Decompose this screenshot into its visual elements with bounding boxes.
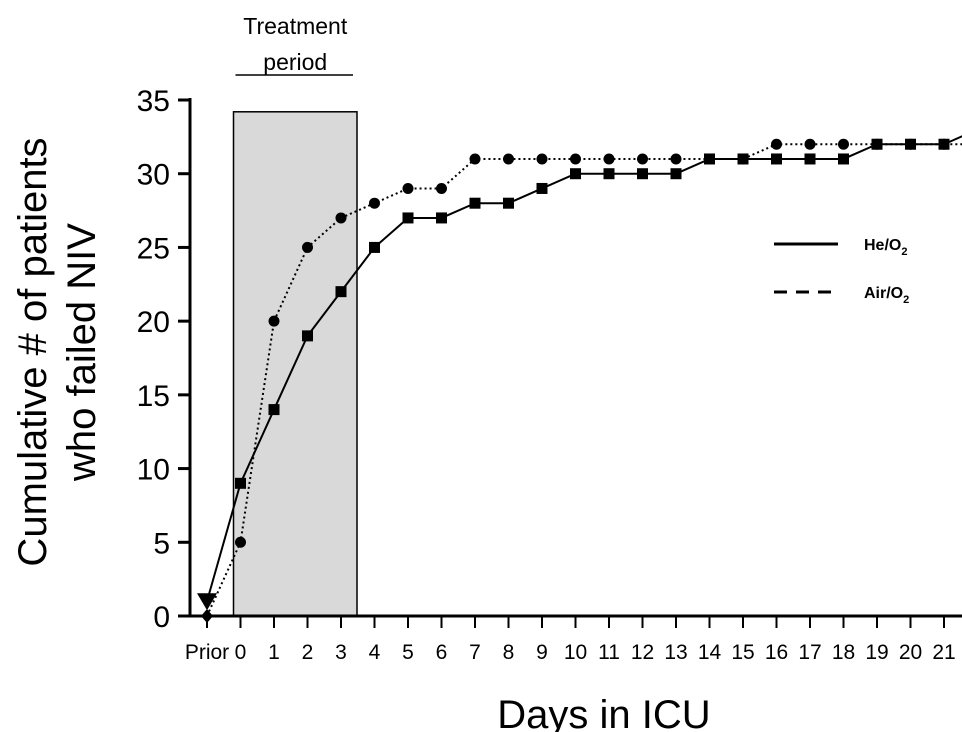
x-tick-label: 5	[402, 641, 414, 664]
legend-label: He/O2	[864, 237, 907, 258]
data-point	[570, 153, 581, 165]
y-tick-label: 5	[153, 527, 170, 560]
x-ticks: Prior01234567891011121314151617181920212…	[185, 616, 956, 664]
data-point	[838, 153, 849, 165]
x-tick-label: 18	[832, 641, 855, 664]
data-point	[771, 153, 782, 165]
data-point	[804, 153, 816, 165]
data-point	[201, 609, 213, 623]
data-point	[436, 212, 447, 224]
x-tick-label: 4	[369, 641, 381, 664]
data-point	[335, 286, 347, 298]
data-point	[436, 182, 447, 194]
legend: He/O2 Air/O2	[774, 237, 909, 306]
x-tick-label: 10	[564, 641, 587, 664]
x-tick-label: 17	[798, 641, 821, 664]
x-tick-label: 6	[436, 641, 448, 664]
x-tick-label: 11	[598, 641, 620, 664]
series-line	[206, 135, 962, 602]
x-tick-label: 13	[664, 641, 687, 664]
legend-label: Air/O2	[864, 285, 909, 306]
x-tick-label: 14	[698, 641, 722, 664]
data-point	[871, 138, 883, 150]
x-tick-label: 0	[235, 641, 247, 664]
y-tick-label: 0	[153, 601, 170, 634]
y-axis-title-line2: who failed NIV	[60, 223, 104, 482]
data-point	[536, 153, 548, 165]
data-point	[469, 197, 481, 209]
data-point	[302, 241, 313, 253]
x-tick-label: 21	[932, 641, 955, 664]
y-tick-label: 15	[137, 380, 170, 413]
data-point	[235, 536, 246, 548]
data-point	[637, 168, 648, 180]
data-point	[838, 138, 849, 150]
series	[197, 135, 962, 623]
data-point	[570, 168, 581, 180]
data-point	[603, 153, 615, 165]
data-point	[369, 197, 380, 209]
treatment-period-label-line1: Treatment	[243, 13, 348, 39]
data-point	[402, 182, 414, 194]
y-ticks: 0 5 10 15 20 25 30 35	[137, 85, 190, 634]
x-tick-label: 7	[469, 641, 481, 664]
x-axis-title: Days in ICU	[497, 693, 710, 732]
x-tick-label: 15	[731, 641, 754, 664]
data-point	[905, 138, 916, 150]
x-tick-label: 12	[631, 641, 654, 664]
y-axis-title: Cumulative # of patients who failed NIV	[11, 137, 104, 566]
x-tick-label: Prior	[185, 641, 229, 664]
data-point	[938, 138, 950, 150]
x-tick-label: 3	[335, 641, 347, 664]
data-point	[503, 197, 514, 209]
data-point	[503, 153, 514, 165]
data-point	[235, 477, 246, 489]
y-tick-label: 20	[137, 306, 170, 339]
data-point	[670, 168, 682, 180]
x-tick-label: 8	[503, 641, 515, 664]
x-tick-label: 19	[865, 641, 888, 664]
data-point	[402, 212, 414, 224]
x-tick-label: 1	[268, 641, 280, 664]
data-point	[268, 404, 280, 416]
data-point	[771, 138, 782, 150]
y-tick-label: 10	[137, 454, 170, 487]
x-tick-label: 20	[899, 641, 922, 664]
data-point	[670, 153, 682, 165]
data-point	[637, 153, 648, 165]
data-point	[335, 212, 347, 224]
x-tick-label: 9	[536, 641, 548, 664]
data-point	[268, 315, 280, 327]
data-point	[197, 593, 217, 611]
y-tick-label: 25	[137, 232, 170, 265]
data-point	[302, 330, 313, 342]
y-axis-title-line1: Cumulative # of patients	[11, 137, 55, 566]
series-air-o2	[201, 138, 962, 623]
y-tick-label: 30	[137, 159, 170, 192]
y-tick-label: 35	[137, 85, 170, 118]
treatment-period-label-line2: period	[263, 49, 327, 75]
data-point	[536, 182, 548, 194]
data-point	[603, 168, 615, 180]
data-point	[804, 138, 816, 150]
x-tick-label: 2	[302, 641, 314, 664]
data-point	[704, 153, 715, 165]
data-point	[737, 153, 749, 165]
data-point	[369, 241, 380, 253]
treatment-period-group: Treatment period	[232, 13, 358, 617]
x-tick-label: 16	[765, 641, 788, 664]
data-point	[469, 153, 481, 165]
